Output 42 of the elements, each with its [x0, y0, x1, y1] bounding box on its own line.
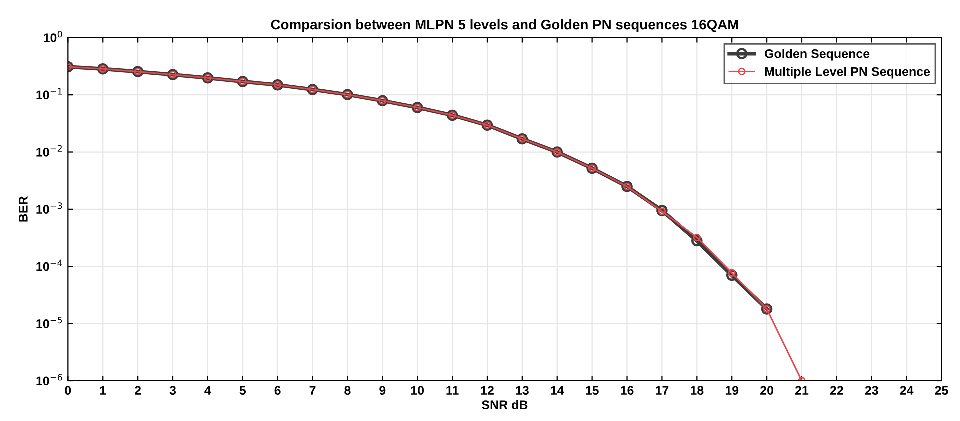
point — [658, 208, 666, 216]
y-tick-label: 10$^{−6}$ — [36, 374, 62, 386]
x-tick-label: 7 — [310, 386, 316, 395]
x-tick-label: 9 — [380, 386, 386, 396]
x-tick-label: 3 — [170, 386, 176, 396]
y-axis-title: BER — [19, 196, 28, 222]
y-tick-label: 10$^{−5}$ — [36, 317, 62, 328]
x-axis-title: SNR dB — [482, 400, 528, 410]
x-tick-label: 18 — [690, 386, 704, 396]
x-tick-label: 16 — [621, 386, 634, 396]
x-tick-label: 20 — [760, 386, 774, 396]
x-tick-label: 1 — [100, 386, 106, 395]
x-tick-label: 4 — [204, 386, 212, 395]
x-tick-label: 13 — [516, 386, 529, 396]
point — [726, 270, 738, 282]
x-tick-label: 5 — [240, 386, 246, 396]
x-tick-label: 6 — [274, 386, 281, 396]
point — [656, 205, 668, 216]
x-tick-label: 21 — [795, 386, 809, 395]
x-tick-label: 19 — [726, 386, 739, 396]
x-tick-label: 12 — [481, 386, 494, 395]
x-tick-label: 11 — [446, 386, 459, 395]
x-tick-label: 10 — [411, 386, 424, 396]
y-tick-label: 10$^{−3}$ — [36, 202, 62, 214]
x-tick-label: 2 — [135, 386, 142, 395]
y-tick-label: 10$^{0}$ — [44, 31, 62, 42]
legend-label: Golden Sequence — [765, 49, 870, 61]
chart-title: Comparsion between MLPN 5 levels and Golden PN sequences 16QAM — [271, 19, 738, 32]
point — [692, 235, 703, 247]
x-tick-label: 23 — [865, 386, 878, 396]
y-tick-label: 10$^{−4}$ — [36, 260, 62, 272]
x-tick-label: 0 — [65, 386, 72, 396]
legend-label: Multiple Level PN Sequence — [765, 67, 930, 79]
x-tick-label: 24 — [900, 386, 914, 395]
x-tick-label: 15 — [586, 386, 599, 396]
x-tick-label: 8 — [344, 386, 351, 396]
y-tick-label: 10$^{−2}$ — [36, 145, 62, 157]
y-tick-label: 10$^{−1}$ — [36, 88, 62, 100]
x-tick-label: 17 — [656, 386, 669, 395]
x-tick-label: 14 — [551, 386, 564, 395]
x-tick-label: 25 — [935, 386, 948, 396]
x-tick-label: 22 — [830, 386, 844, 395]
